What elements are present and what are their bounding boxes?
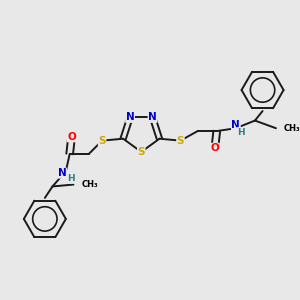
Text: S: S xyxy=(98,136,106,146)
Text: O: O xyxy=(67,132,76,142)
Text: H: H xyxy=(237,128,244,136)
Text: N: N xyxy=(126,112,134,122)
Text: O: O xyxy=(211,143,219,153)
Text: CH₃: CH₃ xyxy=(81,180,98,189)
Text: N: N xyxy=(58,168,66,178)
Text: N: N xyxy=(232,120,240,130)
Text: CH₃: CH₃ xyxy=(284,124,300,133)
Text: H: H xyxy=(67,174,74,183)
Text: S: S xyxy=(177,136,184,146)
Text: N: N xyxy=(148,112,157,122)
Text: S: S xyxy=(137,147,145,157)
